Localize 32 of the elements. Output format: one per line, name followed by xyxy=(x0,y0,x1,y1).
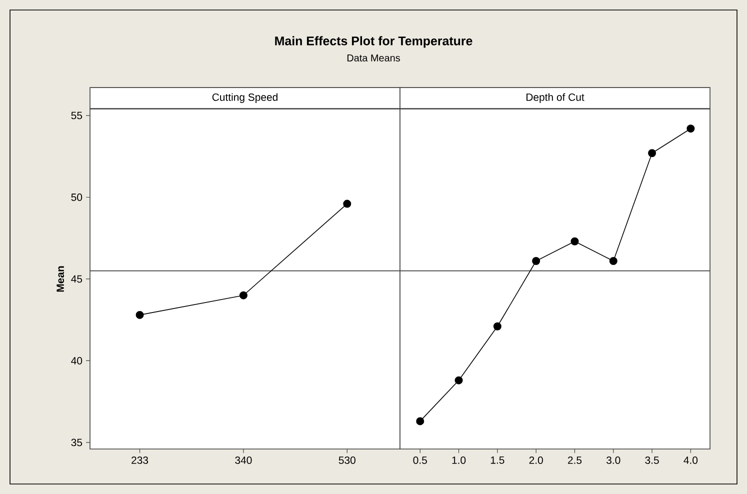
x-tick-label: 3.5 xyxy=(645,456,659,464)
point xyxy=(343,200,352,208)
x-axis-title: Depth of Cut xyxy=(526,93,584,103)
x-tick-label: 233 xyxy=(132,456,148,464)
point xyxy=(570,237,579,246)
point xyxy=(648,149,656,158)
point xyxy=(609,257,618,265)
x-tick-label: 2.0 xyxy=(529,456,543,464)
y-tick-label: 55 xyxy=(71,112,82,120)
y-tick-label: 45 xyxy=(71,275,82,283)
point xyxy=(416,417,424,426)
point xyxy=(239,291,248,300)
x-tick-label: 1.0 xyxy=(452,456,466,464)
x-tick-label: 0.5 xyxy=(413,456,427,464)
point xyxy=(136,310,144,319)
y-tick-label: 35 xyxy=(71,438,82,446)
x-tick-label: 530 xyxy=(338,456,356,464)
y-axis-title: Mean xyxy=(56,266,64,292)
x-tick-label: 4.0 xyxy=(684,456,698,464)
point xyxy=(454,376,463,384)
point xyxy=(493,322,502,330)
x-tick-label: 3.0 xyxy=(606,456,620,464)
chart-title: Main Effects Plot for Temperature xyxy=(275,36,472,48)
x-tick-label: 2.5 xyxy=(568,456,582,464)
chart-subtitle: Data Means xyxy=(347,54,400,62)
point xyxy=(532,257,540,265)
x-axis-title: Cutting Speed xyxy=(212,93,278,103)
y-tick-label: 50 xyxy=(71,194,82,201)
point xyxy=(686,124,695,133)
x-tick-label: 340 xyxy=(235,456,252,464)
x-tick-label: 1.5 xyxy=(490,456,504,464)
y-tick-label: 40 xyxy=(71,357,82,364)
